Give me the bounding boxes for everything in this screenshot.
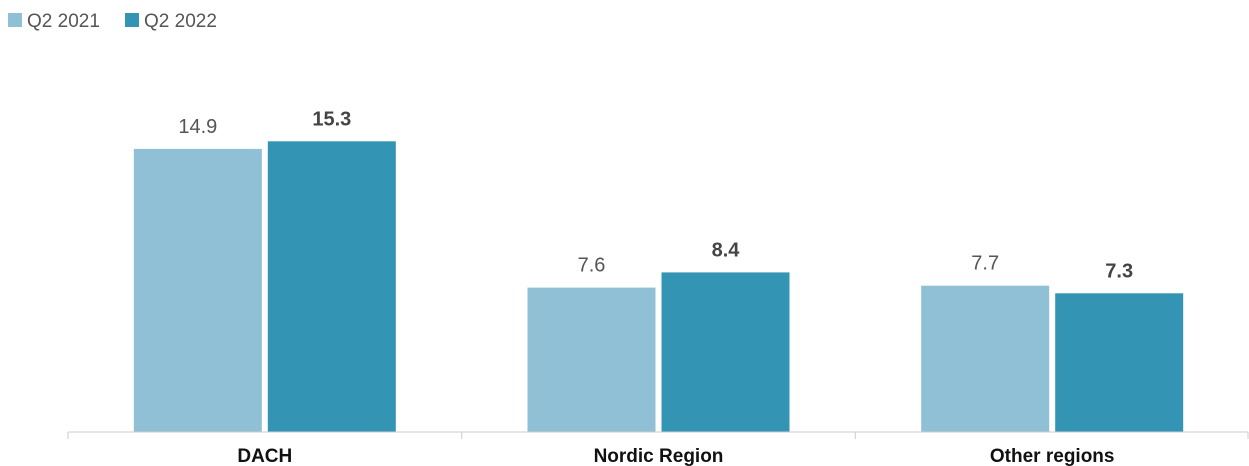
bars-layer <box>133 141 1184 433</box>
category-label-other-regions: Other regions <box>990 446 1115 466</box>
legend-label-2: Q2 2022 <box>144 11 217 32</box>
bar-nordic-region-1 <box>527 287 656 432</box>
legend-label-1: Q2 2021 <box>27 11 100 32</box>
legend: Q2 2021 Q2 2022 <box>8 11 217 32</box>
category-labels-layer: DACH Nordic Region Other regions <box>237 446 1114 466</box>
category-label-nordic-region: Nordic Region <box>594 446 724 466</box>
value-labels-layer: 14.9 15.3 7.6 8.4 7.7 7.3 <box>178 108 1133 282</box>
x-axis <box>67 431 1249 439</box>
value-label-nordic-region-1: 7.6 <box>578 255 606 277</box>
value-label-dach-1: 14.9 <box>178 116 217 138</box>
value-label-other-regions-2: 7.3 <box>1105 260 1133 282</box>
bar-dach-2 <box>267 141 396 433</box>
legend-swatch-2 <box>125 13 139 27</box>
bar-dach-1 <box>133 148 262 432</box>
category-label-dach: DACH <box>237 446 292 466</box>
value-label-dach-2: 15.3 <box>312 108 351 130</box>
bar-nordic-region-2 <box>661 272 790 432</box>
value-label-other-regions-1: 7.7 <box>971 253 999 275</box>
bar-other-regions-1 <box>921 285 1050 432</box>
bar-other-regions-2 <box>1055 293 1184 432</box>
legend-swatch-1 <box>8 13 22 27</box>
value-label-nordic-region-2: 8.4 <box>712 239 741 261</box>
